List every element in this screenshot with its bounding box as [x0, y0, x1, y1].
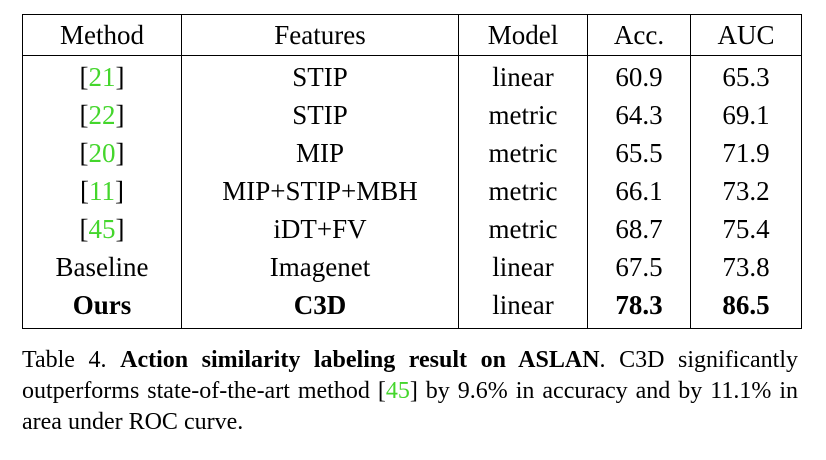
- header-cell: Acc.: [587, 14, 691, 56]
- table-cell: linear: [458, 286, 588, 329]
- header-row: Method Features Model Acc. AUC: [22, 14, 802, 56]
- table-cell: 73.2: [690, 172, 802, 210]
- header-cell: Method: [22, 14, 182, 56]
- table-cell: [11]: [22, 172, 182, 210]
- table-cell: 60.9: [587, 55, 691, 96]
- table-cell: 65.3: [690, 55, 802, 96]
- table-cell: C3D: [181, 286, 459, 329]
- bracket: [: [79, 100, 89, 130]
- table-cell: STIP: [181, 55, 459, 96]
- table-cell: iDT+FV: [181, 210, 459, 248]
- citation[interactable]: 45: [385, 378, 410, 404]
- table-body: [21] STIP linear 60.9 65.3 [22] STIP metric 64.3…: [22, 55, 802, 329]
- table-cell: [22]: [22, 96, 182, 134]
- table-cell: 71.9: [690, 134, 802, 172]
- header-cell: Model: [458, 14, 588, 56]
- citation[interactable]: 22: [88, 100, 116, 130]
- table-cell: 66.1: [587, 172, 691, 210]
- bracket: ]: [115, 138, 125, 168]
- table-cell: 86.5: [690, 286, 802, 329]
- table-cell: 75.4: [690, 210, 802, 248]
- table-cell: 67.5: [587, 248, 691, 286]
- caption: Table 4. Action similarity labeling resu…: [22, 345, 798, 438]
- bracket: [: [80, 176, 89, 206]
- bracket: ]: [115, 100, 125, 130]
- table-cell: Baseline: [22, 248, 182, 286]
- table-cell: [21]: [22, 55, 182, 96]
- table-cell: [45]: [22, 210, 182, 248]
- table-row: [21] STIP linear 60.9 65.3: [22, 55, 802, 96]
- caption-text: ] by 9.6% in accuracy and by 11.1% in ar…: [22, 378, 798, 435]
- table-cell: metric: [458, 172, 588, 210]
- table-cell: MIP: [181, 134, 459, 172]
- table-cell: metric: [458, 96, 588, 134]
- caption-title: Action similarity labeling result on ASL…: [120, 347, 600, 373]
- table-cell: metric: [458, 134, 588, 172]
- bracket: ]: [115, 62, 125, 92]
- table-cell: 64.3: [587, 96, 691, 134]
- table-cell: Imagenet: [181, 248, 459, 286]
- table-row: [11] MIP+STIP+MBH metric 66.1 73.2: [22, 172, 802, 210]
- table-cell: 68.7: [587, 210, 691, 248]
- table-row: [45] iDT+FV metric 68.7 75.4: [22, 210, 802, 248]
- caption-text: . C3D significantly outperforms state-of…: [22, 347, 798, 404]
- table-row: [20] MIP metric 65.5 71.9: [22, 134, 802, 172]
- bracket: [: [79, 138, 89, 168]
- bracket: [: [79, 214, 89, 244]
- table-cell: 73.8: [690, 248, 802, 286]
- header-cell: Features: [181, 14, 459, 56]
- bracket: ]: [115, 214, 125, 244]
- citation[interactable]: 45: [88, 214, 116, 244]
- table-cell: MIP+STIP+MBH: [181, 172, 459, 210]
- table-cell: metric: [458, 210, 588, 248]
- table-row: Ours C3D linear 78.3 86.5: [22, 286, 802, 329]
- table-cell: 65.5: [587, 134, 691, 172]
- table-cell: STIP: [181, 96, 459, 134]
- citation[interactable]: 11: [89, 176, 115, 206]
- table-cell: linear: [458, 248, 588, 286]
- table-cell: linear: [458, 55, 588, 96]
- table-row: Baseline Imagenet linear 67.5 73.8: [22, 248, 802, 286]
- table-cell: 78.3: [587, 286, 691, 329]
- table-cell: Ours: [22, 286, 182, 329]
- table-cell: 69.1: [690, 96, 802, 134]
- citation[interactable]: 21: [88, 62, 116, 92]
- results-table: Method Features Model Acc. AUC [21] STIP linea…: [22, 14, 802, 329]
- table-row: [22] STIP metric 64.3 69.1: [22, 96, 802, 134]
- bracket: ]: [115, 176, 124, 206]
- bracket: [: [79, 62, 89, 92]
- citation[interactable]: 20: [88, 138, 116, 168]
- header-cell: AUC: [690, 14, 802, 56]
- table-cell: [20]: [22, 134, 182, 172]
- caption-label: Table 4.: [22, 347, 107, 373]
